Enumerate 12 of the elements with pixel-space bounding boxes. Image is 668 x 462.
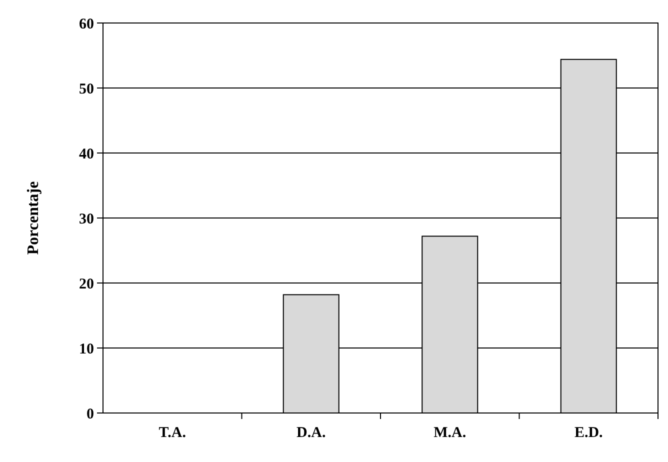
y-tick-label: 30 <box>79 211 94 228</box>
y-tick-label: 50 <box>79 81 94 98</box>
y-tick-label: 40 <box>79 146 94 162</box>
x-tick-label: T.A. <box>158 425 186 441</box>
y-axis-title: Porcentaje <box>25 181 42 255</box>
x-tick-label: E.D. <box>574 425 604 441</box>
y-tick-label: 10 <box>79 341 94 358</box>
x-tick-label: D.A. <box>296 425 326 441</box>
y-tick-label: 20 <box>79 276 94 292</box>
y-tick-label: 60 <box>79 16 94 32</box>
y-tick-label: 0 <box>86 406 94 422</box>
x-tick-label: M.A. <box>434 425 466 441</box>
